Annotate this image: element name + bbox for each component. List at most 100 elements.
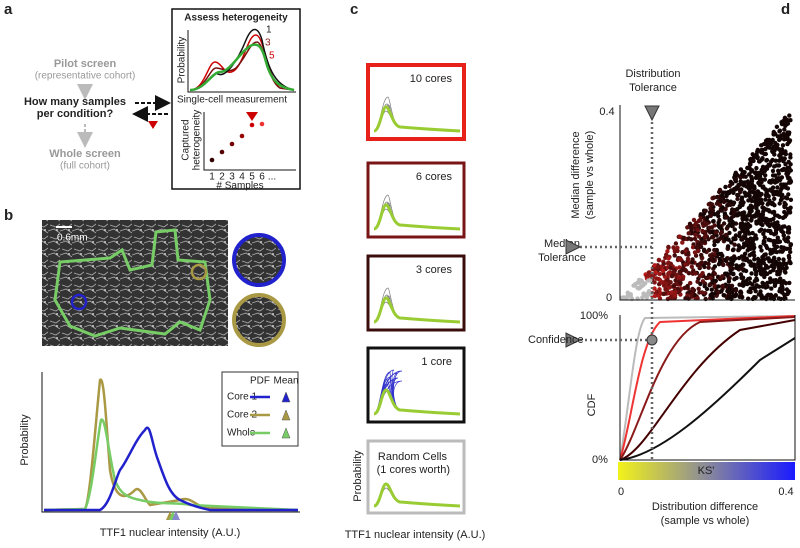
point [757, 199, 762, 205]
core [70, 293, 88, 311]
point [768, 276, 773, 281]
point [763, 285, 768, 290]
point [777, 137, 782, 143]
point [761, 205, 766, 211]
point [765, 256, 770, 261]
point [693, 271, 698, 276]
point [768, 238, 773, 243]
point [717, 189, 722, 195]
point [785, 291, 790, 297]
point [761, 238, 767, 244]
point [777, 201, 782, 206]
point [788, 162, 793, 167]
point [750, 230, 755, 236]
point [690, 257, 695, 262]
point [784, 265, 789, 270]
point [625, 291, 631, 296]
point [700, 228, 705, 234]
legend-marker [281, 409, 291, 421]
x-label: Single-cell measurement [177, 95, 287, 106]
point [747, 276, 752, 281]
point [669, 290, 674, 295]
group-label: 3 cores [416, 264, 453, 276]
point [633, 282, 638, 287]
pilot-title: Pilot screen [54, 58, 117, 70]
point [765, 293, 770, 298]
point [763, 151, 768, 157]
cdf-curve [619, 315, 796, 461]
axis [187, 30, 296, 93]
point [733, 176, 738, 182]
point [725, 256, 730, 261]
point [781, 233, 786, 238]
point [781, 279, 786, 284]
point [673, 289, 678, 295]
curve [189, 43, 295, 92]
point [776, 163, 782, 168]
point [719, 289, 724, 294]
x-tick-label: 3 [229, 172, 235, 183]
curve [373, 379, 461, 415]
x-label: (sample vs whole) [661, 515, 750, 527]
point [724, 271, 730, 276]
point [752, 214, 757, 219]
point [773, 293, 778, 298]
group-box [366, 346, 466, 424]
point [779, 283, 784, 288]
point [678, 271, 683, 276]
point [784, 196, 790, 201]
point [758, 289, 763, 294]
point [783, 270, 788, 275]
point [751, 158, 756, 164]
point [644, 295, 650, 300]
point [747, 172, 752, 177]
point [747, 161, 753, 166]
x-tick-label: 1 [209, 172, 215, 183]
point [736, 193, 741, 198]
y-label: Probability [352, 450, 364, 502]
point [685, 256, 691, 261]
point [702, 264, 707, 270]
point [668, 295, 673, 301]
point [693, 253, 699, 258]
point [733, 236, 738, 242]
x-tick-label: 0 [618, 486, 624, 498]
point [706, 261, 711, 267]
curve [373, 96, 461, 132]
point [728, 261, 733, 266]
point [786, 176, 791, 181]
point [677, 257, 682, 262]
point [783, 182, 788, 187]
point [663, 287, 668, 292]
point [759, 293, 764, 298]
panel-label: d [781, 1, 790, 18]
curve-label: 5 [269, 51, 275, 62]
point [759, 272, 764, 277]
point [774, 124, 780, 129]
point [757, 159, 762, 164]
point [757, 228, 762, 234]
point [755, 256, 761, 262]
point [716, 213, 721, 219]
point [706, 265, 711, 270]
x-tick-label: 2 [219, 172, 225, 183]
point [786, 180, 792, 185]
marker [246, 112, 258, 121]
point [710, 235, 715, 240]
point [642, 281, 648, 286]
point [782, 133, 787, 139]
tolerance-label: Distribution [625, 68, 680, 80]
point [725, 202, 730, 208]
point [731, 221, 736, 226]
point [732, 172, 738, 178]
point [767, 280, 773, 285]
point [762, 235, 767, 240]
point [741, 283, 746, 288]
point [777, 128, 783, 133]
point [666, 244, 671, 250]
point [740, 180, 745, 185]
point [712, 264, 718, 269]
point [721, 293, 726, 298]
point [693, 232, 698, 237]
point [788, 249, 793, 255]
